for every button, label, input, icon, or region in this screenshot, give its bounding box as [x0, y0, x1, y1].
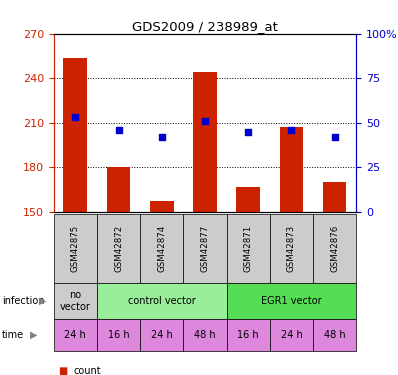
- Bar: [236, 187, 260, 212]
- Point: [202, 118, 208, 124]
- Bar: [150, 201, 174, 212]
- Text: ▶: ▶: [30, 330, 37, 340]
- Text: GSM42875: GSM42875: [71, 225, 80, 272]
- Bar: [193, 72, 217, 212]
- Text: GSM42874: GSM42874: [157, 225, 166, 272]
- Bar: [63, 57, 87, 212]
- Point: [332, 134, 338, 140]
- Text: GSM42877: GSM42877: [201, 225, 209, 272]
- Bar: [140, 319, 183, 351]
- Text: 16 h: 16 h: [237, 330, 259, 340]
- Bar: [54, 283, 97, 319]
- Text: ▶: ▶: [39, 296, 47, 306]
- Text: 24 h: 24 h: [64, 330, 86, 340]
- Text: time: time: [2, 330, 24, 340]
- Bar: [97, 214, 140, 283]
- Bar: [97, 319, 140, 351]
- Bar: [270, 214, 313, 283]
- Text: 48 h: 48 h: [324, 330, 345, 340]
- Bar: [226, 319, 270, 351]
- Bar: [226, 214, 270, 283]
- Bar: [183, 319, 226, 351]
- Text: count: count: [74, 366, 101, 375]
- Text: 16 h: 16 h: [108, 330, 129, 340]
- Text: no
vector: no vector: [60, 290, 91, 312]
- Text: control vector: control vector: [128, 296, 196, 306]
- Bar: [97, 283, 226, 319]
- Bar: [279, 127, 303, 212]
- Text: EGR1 vector: EGR1 vector: [261, 296, 322, 306]
- Text: GSM42872: GSM42872: [114, 225, 123, 272]
- Bar: [313, 319, 356, 351]
- Text: 24 h: 24 h: [281, 330, 302, 340]
- Text: GSM42873: GSM42873: [287, 225, 296, 272]
- Text: GSM42871: GSM42871: [244, 225, 253, 272]
- Text: 24 h: 24 h: [151, 330, 173, 340]
- Text: infection: infection: [2, 296, 45, 306]
- Text: GSM42876: GSM42876: [330, 225, 339, 272]
- Text: 48 h: 48 h: [194, 330, 216, 340]
- Point: [158, 134, 165, 140]
- Point: [115, 127, 122, 133]
- Bar: [107, 167, 131, 212]
- Bar: [270, 319, 313, 351]
- Title: GDS2009 / 238989_at: GDS2009 / 238989_at: [132, 20, 278, 33]
- Point: [288, 127, 295, 133]
- Bar: [140, 214, 183, 283]
- Bar: [183, 214, 226, 283]
- Text: ■: ■: [58, 366, 67, 375]
- Bar: [226, 283, 356, 319]
- Point: [245, 129, 252, 135]
- Point: [72, 114, 78, 120]
- Bar: [323, 182, 347, 212]
- Bar: [54, 319, 97, 351]
- Bar: [54, 214, 97, 283]
- Bar: [313, 214, 356, 283]
